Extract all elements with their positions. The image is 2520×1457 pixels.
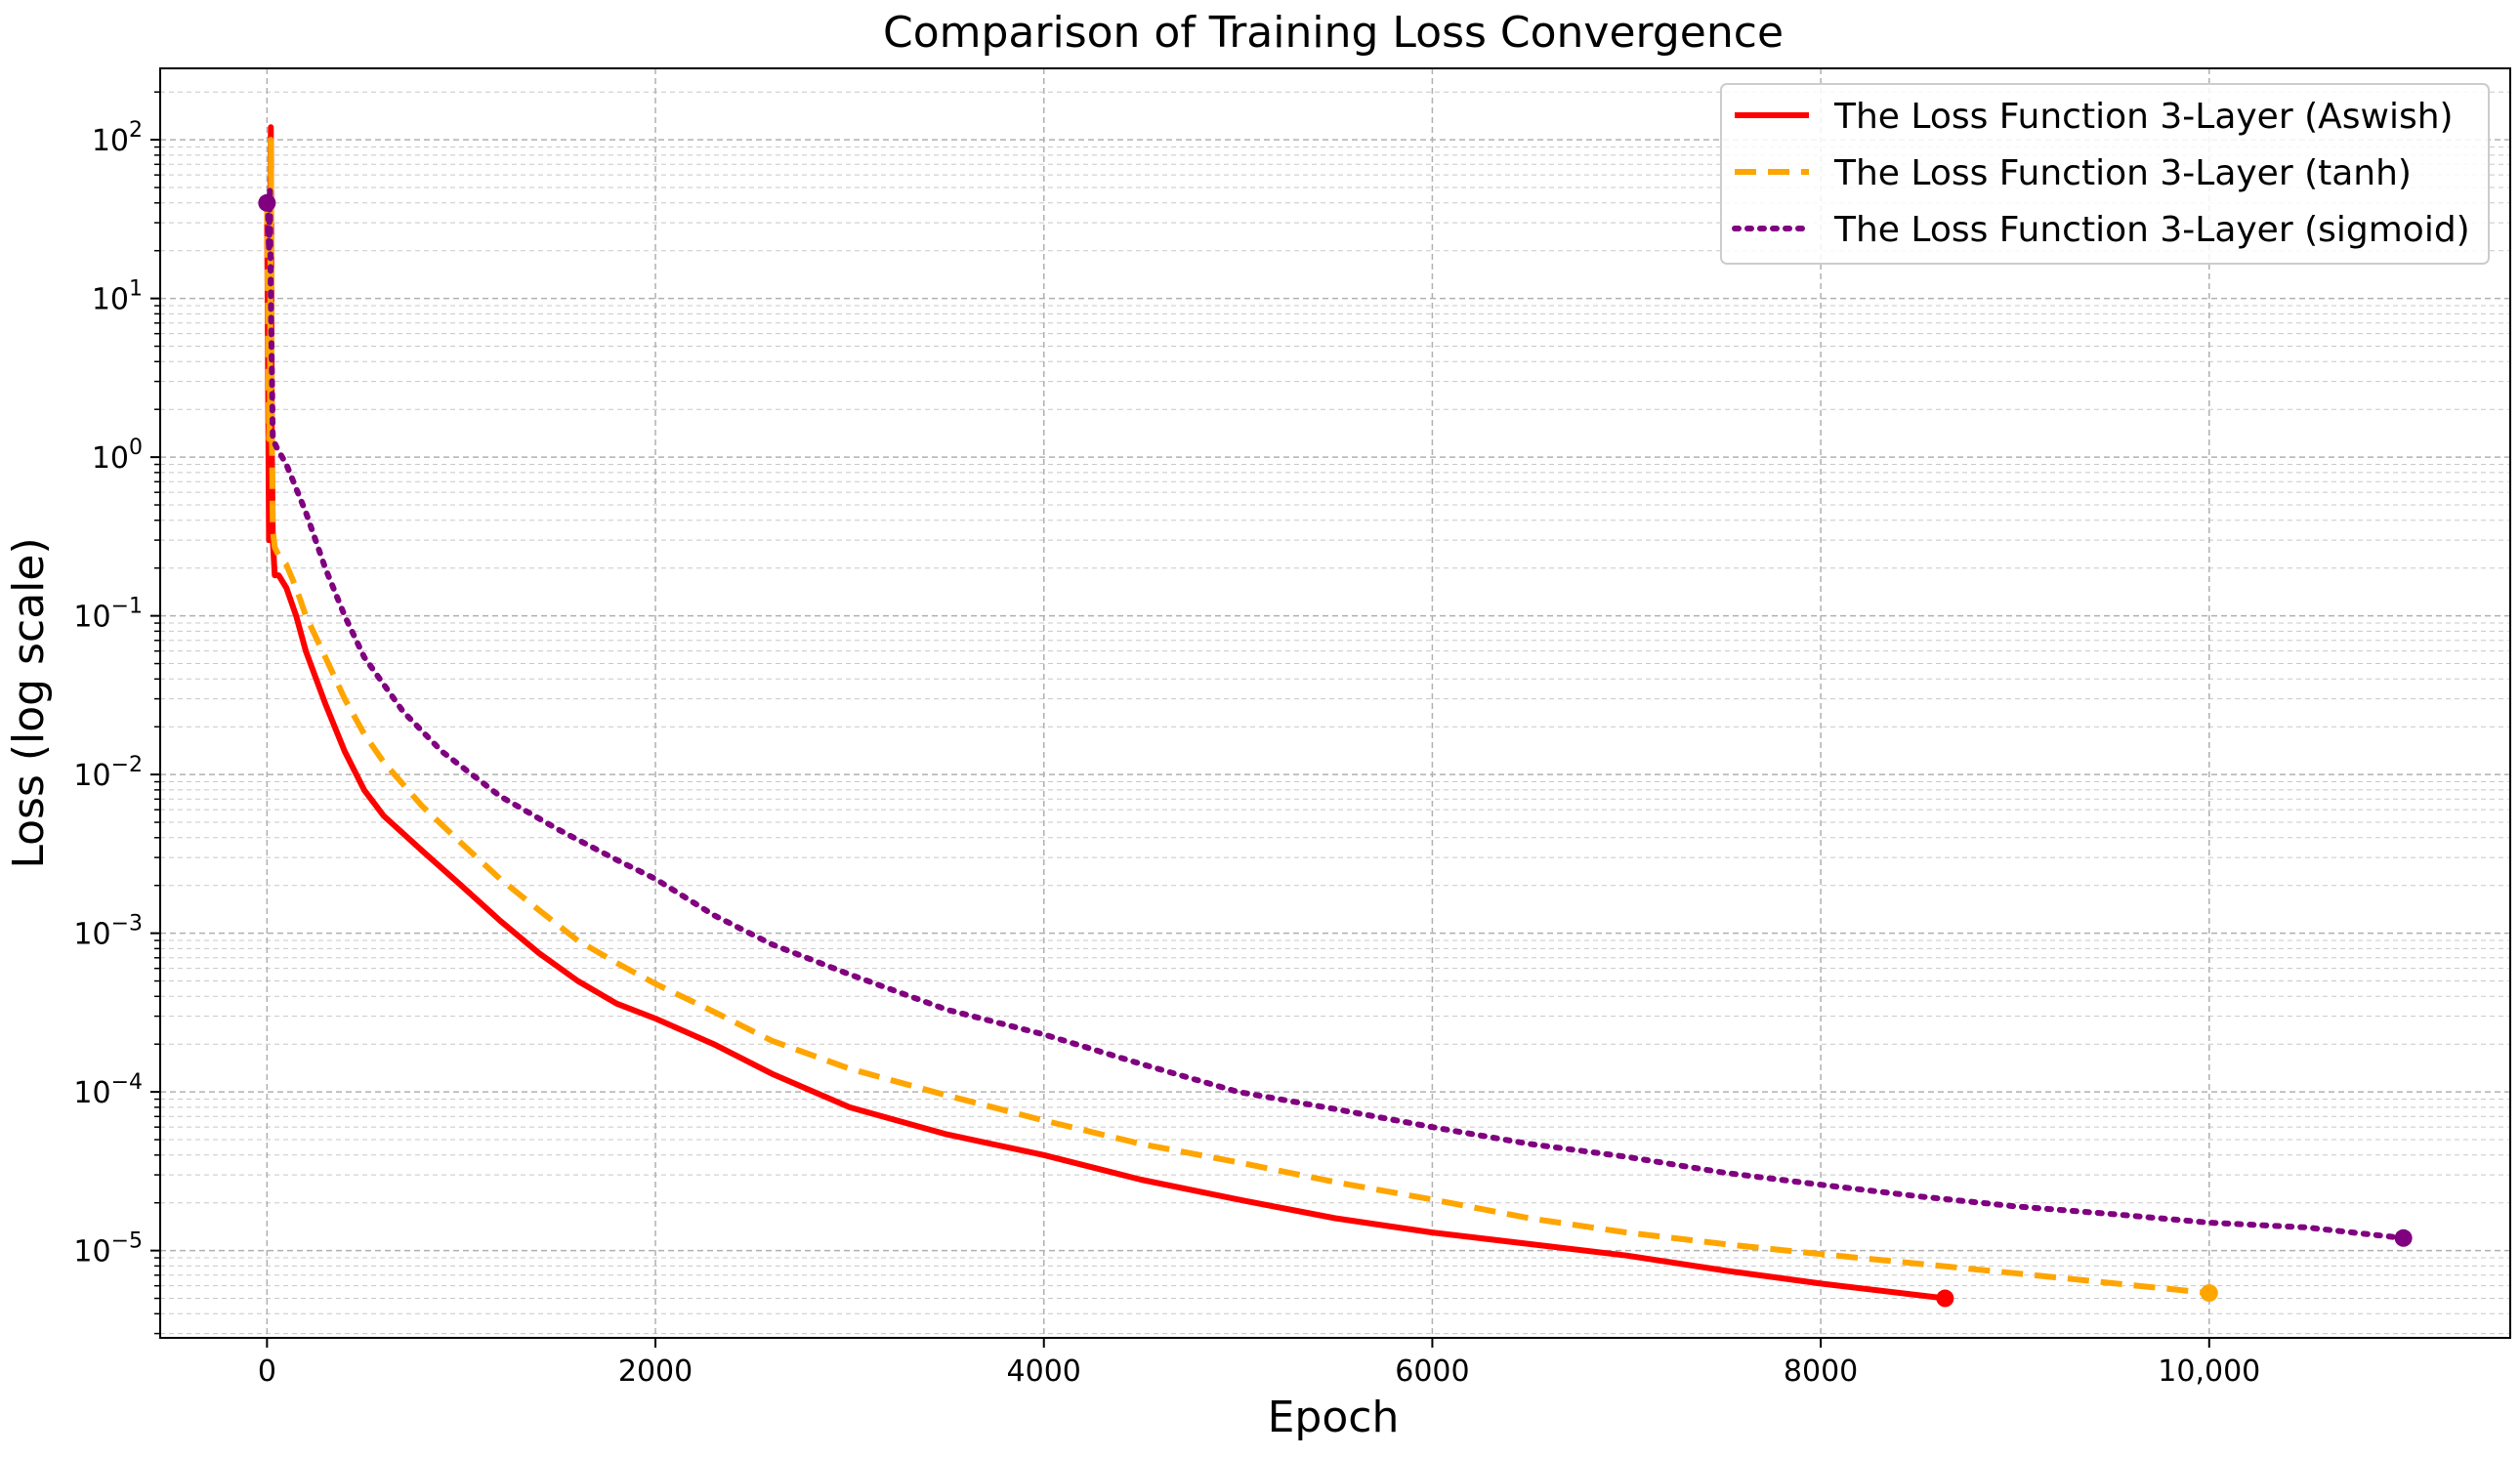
chart-title: Comparison of Training Loss Convergence (883, 8, 1784, 58)
x-tick-label: 0 (258, 1354, 276, 1389)
y-tick-label: 10−1 (73, 595, 143, 635)
y-tick-label: 10−2 (73, 753, 143, 793)
legend-label: The Loss Function 3-Layer (sigmoid) (1833, 210, 2470, 250)
y-axis-label: Loss (log scale) (4, 537, 54, 868)
plot-area (264, 124, 2407, 1302)
series-start-marker (258, 193, 276, 212)
legend-label: The Loss Function 3-Layer (tanh) (1833, 153, 2412, 193)
x-tick-label: 2000 (618, 1354, 693, 1389)
x-tick-label: 10,000 (2158, 1354, 2260, 1389)
series-markers (258, 193, 2413, 1308)
y-tick-label: 10−4 (73, 1070, 143, 1110)
y-tick-label: 101 (92, 277, 143, 317)
series-line-1 (264, 137, 2210, 1297)
legend: The Loss Function 3-Layer (Aswish) The Lo… (1720, 83, 2490, 265)
x-tick-label: 6000 (1395, 1354, 1469, 1389)
series-end-marker (2394, 1228, 2413, 1247)
series-end-marker (1936, 1289, 1954, 1308)
y-tick-label: 10−5 (73, 1229, 143, 1270)
x-ticks: 0 2000 4000 6000 8000 10,000 (258, 1338, 2260, 1389)
grid-lines (160, 68, 2510, 1338)
y-tick-label: 10−3 (73, 912, 143, 952)
legend-label: The Loss Function 3-Layer (Aswish) (1833, 97, 2454, 137)
series-end-marker (2200, 1284, 2218, 1303)
legend-box (1720, 83, 2490, 265)
x-tick-label: 4000 (1007, 1354, 1081, 1389)
y-tick-label: 102 (92, 118, 143, 158)
x-tick-label: 8000 (1784, 1354, 1858, 1389)
plot-frame (159, 67, 2511, 1339)
series-line-2 (264, 185, 2407, 1241)
y-tick-label: 100 (92, 436, 143, 476)
x-axis-label: Epoch (1268, 1393, 1400, 1442)
